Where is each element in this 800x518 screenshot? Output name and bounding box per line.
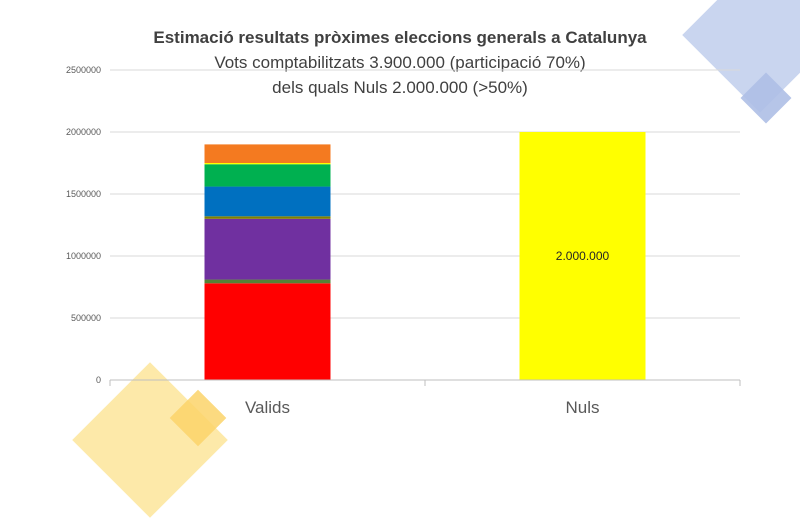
y-tick-label: 2000000 [66, 127, 101, 137]
y-tick-label: 1500000 [66, 189, 101, 199]
bar-segment [204, 218, 331, 280]
bar-segment [519, 132, 646, 380]
y-tick-label: 0 [96, 375, 101, 385]
slide: Estimació resultats pròximes eleccions g… [66, 0, 800, 518]
y-tick-label: 2500000 [66, 65, 101, 75]
bar-segment [204, 279, 331, 284]
x-axis [109, 379, 741, 386]
bars [204, 132, 646, 380]
bar-segment [204, 144, 331, 163]
x-axis-category-labels: Valids Nuls [245, 398, 600, 417]
y-axis-tick-labels: 0 500000 1000000 1500000 2000000 2500000 [66, 65, 101, 385]
chart-subtitle-line-1: Vots comptabilitzats 3.900.000 (particip… [214, 53, 586, 72]
bar-segment [204, 186, 331, 217]
bar-data-label: 2.000.000 [556, 249, 610, 263]
x-category-label: Valids [245, 398, 290, 417]
x-category-label: Nuls [565, 398, 599, 417]
data-labels: 2.000.000 [556, 249, 610, 263]
bar-segment [204, 216, 331, 219]
chart-subtitle-line-2: dels quals Nuls 2.000.000 (>50%) [272, 78, 528, 97]
stacked-bar-chart: 0 500000 1000000 1500000 2000000 2500000 Vali… [66, 65, 741, 417]
chart-title: Estimació resultats pròximes eleccions g… [153, 28, 647, 47]
bar-segment [204, 283, 331, 380]
y-tick-label: 500000 [71, 313, 101, 323]
bar-segment [204, 164, 331, 187]
bar-segment [204, 163, 331, 165]
y-tick-label: 1000000 [66, 251, 101, 261]
